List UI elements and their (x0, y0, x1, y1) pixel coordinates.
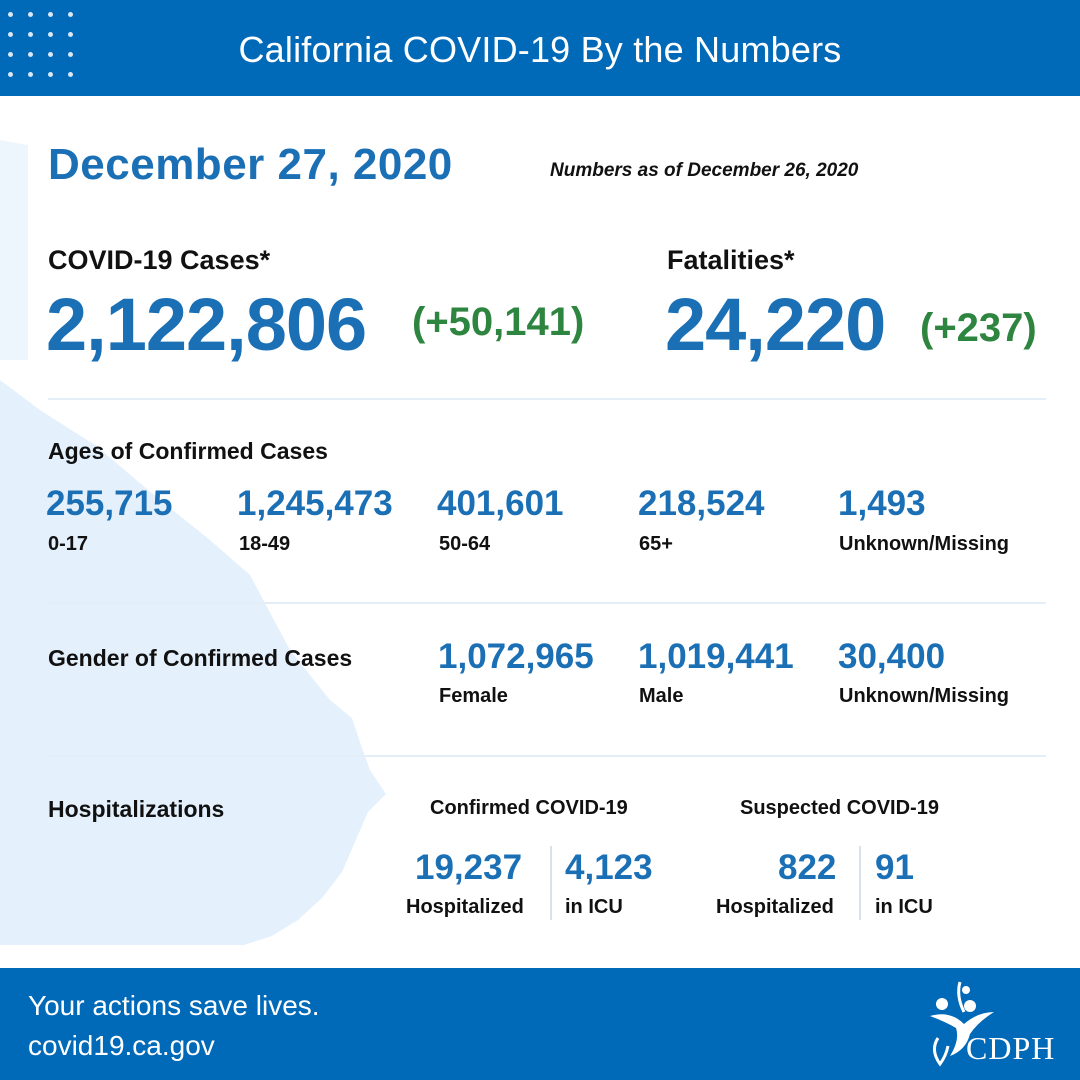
ages-section-title: Ages of Confirmed Cases (48, 438, 328, 464)
suspected-hospitalized-value: 822 (778, 848, 837, 887)
decorative-dot (8, 32, 13, 37)
age-0-17-label: 0-17 (48, 533, 89, 555)
footer-tagline: Your actions save lives. (28, 990, 320, 1021)
age-0-17-value: 255,715 (46, 484, 173, 523)
age-65-plus-label: 65+ (639, 533, 673, 555)
suspected-icu-label: in ICU (875, 896, 933, 918)
cases-total: 2,122,806 (46, 283, 367, 366)
confirmed-icu-value: 4,123 (565, 848, 653, 887)
decorative-dot (28, 72, 33, 77)
decorative-dot (8, 12, 13, 17)
gender-unknown-value: 30,400 (838, 637, 946, 676)
hospitalizations-section-title: Hospitalizations (48, 796, 225, 822)
header-banner: California COVID-19 By the Numbers (0, 0, 1080, 96)
column-separator (550, 846, 552, 920)
numbers-as-of-note: Numbers as of December 26, 2020 (550, 160, 859, 181)
suspected-icu-value: 91 (875, 848, 914, 887)
cdph-figures-logo-icon (930, 981, 994, 1067)
fatalities-new: (+237) (920, 306, 1037, 350)
divider (48, 398, 1046, 400)
age-50-64-label: 50-64 (439, 533, 491, 555)
gender-female-value: 1,072,965 (438, 637, 594, 676)
decorative-dot (68, 12, 73, 17)
footer-website-link[interactable]: covid19.ca.gov (28, 1030, 215, 1061)
report-date: December 27, 2020 (48, 140, 453, 189)
age-50-64-value: 401,601 (437, 484, 564, 523)
footer-banner: Your actions save lives. covid19.ca.gov (0, 968, 1080, 1080)
fatalities-total: 24,220 (665, 283, 886, 366)
age-65-plus-value: 218,524 (638, 484, 765, 523)
suspected-covid-heading: Suspected COVID-19 (740, 797, 939, 819)
gender-section-title: Gender of Confirmed Cases (48, 645, 353, 671)
fatalities-label: Fatalities* (667, 245, 795, 275)
decorative-dot (28, 12, 33, 17)
page-title: California COVID-19 By the Numbers (238, 29, 842, 70)
column-separator (859, 846, 861, 920)
decorative-dot (48, 32, 53, 37)
decorative-dot (68, 72, 73, 77)
gender-female-label: Female (439, 685, 508, 707)
confirmed-icu-label: in ICU (565, 896, 623, 918)
age-unknown-value: 1,493 (838, 484, 926, 523)
age-18-49-value: 1,245,473 (237, 484, 393, 523)
decorative-dot (28, 32, 33, 37)
cases-label: COVID-19 Cases* (48, 245, 271, 275)
california-map-silhouette (0, 140, 386, 945)
decorative-dot (48, 52, 53, 57)
gender-male-label: Male (639, 685, 684, 707)
decorative-dot (28, 52, 33, 57)
cdph-logo-text: CDPH (966, 1030, 1056, 1066)
decorative-dot (68, 52, 73, 57)
age-unknown-label: Unknown/Missing (839, 533, 1009, 555)
age-18-49-label: 18-49 (239, 533, 291, 555)
suspected-hospitalized-label: Hospitalized (716, 896, 834, 918)
cases-new: (+50,141) (412, 300, 585, 344)
decorative-dot (48, 72, 53, 77)
confirmed-covid-heading: Confirmed COVID-19 (430, 797, 628, 819)
decorative-dot (48, 12, 53, 17)
decorative-dot (68, 32, 73, 37)
decorative-dot (8, 72, 13, 77)
divider (48, 602, 1046, 604)
confirmed-hospitalized-value: 19,237 (415, 848, 523, 887)
gender-male-value: 1,019,441 (638, 637, 794, 676)
dot-grid-icon (8, 12, 88, 84)
decorative-dot (8, 52, 13, 57)
divider (48, 755, 1046, 757)
gender-unknown-label: Unknown/Missing (839, 685, 1009, 707)
confirmed-hospitalized-label: Hospitalized (406, 896, 524, 918)
